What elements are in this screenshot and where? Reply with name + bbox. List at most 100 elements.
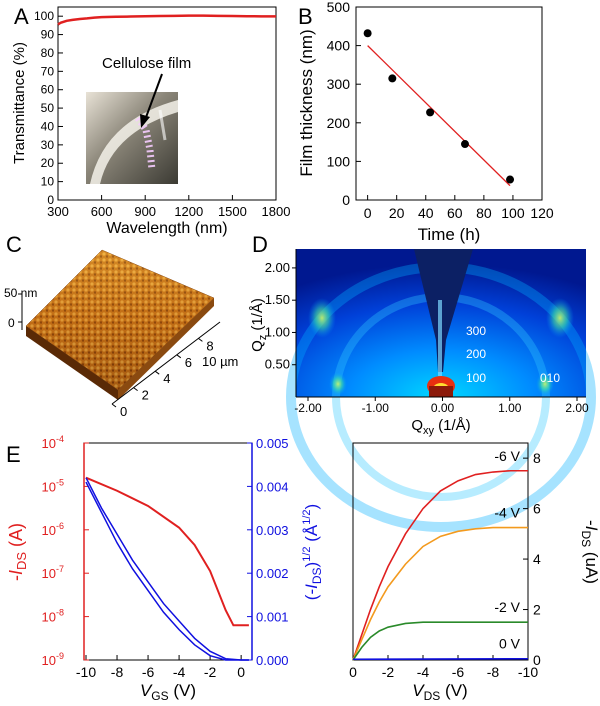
panel-e-right-plot-frame <box>352 442 529 661</box>
panel-e-left-x-tick-label: -6 <box>142 664 155 680</box>
giwaxs-peak-100: 100 <box>466 371 486 385</box>
panel-d-x-tick-label: 1.00 <box>498 401 522 415</box>
afm-x-tick <box>176 354 182 359</box>
panel-e-left-x-tick-label: -8 <box>111 664 124 680</box>
panel-e-left-ylabel-left: -IDS (A) <box>6 523 29 581</box>
panel-d-y-tick-label: 1.50 <box>265 292 290 307</box>
panel-b-x-tick-label: 120 <box>530 205 554 221</box>
panel-e-right-y-tick-label: 0.003 <box>256 523 289 538</box>
panel-b-data-point <box>460 140 469 149</box>
panel-b-fit-line <box>367 45 511 187</box>
afm-x-tick-label: 8 <box>206 338 213 353</box>
panel-a-ylabel: Transmittance (%) <box>11 42 28 164</box>
panel-e-left-y-tick-label: 10-4 <box>42 434 64 451</box>
panel-e-right-x-tick-label: -8 <box>487 664 500 680</box>
panel-e-left-ylabel-right: (-IDS)1/2 (Å1/2) <box>301 504 324 600</box>
afm-x-tick <box>133 387 138 392</box>
panel-b-x-tick-label: 100 <box>501 205 525 221</box>
panel-a-y-tick-label: 70 <box>41 64 55 78</box>
panel-d-giwaxs-map: -2.00 -1.00 0.00 1.00 2.00 2.00 1.50 1.00 0.50 3… <box>249 249 596 532</box>
panel-e-transfer-chart: -10 -8 -6 -4 -2 0 10-4 10-5 10-6 10-7 10-8 10-9 0.00… <box>6 434 324 703</box>
panel-b-x-tick-label: 80 <box>476 205 492 221</box>
panel-d-ticks: -2.00 -1.00 0.00 1.00 2.00 2.00 1.50 1.00 0.50 <box>265 249 589 415</box>
panel-e-right-xlabel: VDS (V) <box>412 681 467 703</box>
panel-a-y-tick-label: 80 <box>41 46 55 60</box>
panel-e-right-y-tick-label: 8 <box>533 450 541 466</box>
afm-surface-side <box>118 298 214 400</box>
panel-e-left-log-current-line <box>85 476 249 627</box>
panel-b-thickness-chart: 0 20 40 60 80 100 120 0 100 200 300 400 500 Time (h)… <box>297 0 554 244</box>
panel-d-x-tick-label: 0.00 <box>431 401 455 415</box>
panel-a-plot-frame <box>57 6 277 201</box>
panel-e-left-x-tick-label: -2 <box>204 664 217 680</box>
panel-e-right-y-tick-label: 0.000 <box>256 653 289 668</box>
panel-b-y-tick-label: 500 <box>327 0 351 15</box>
panel-e-left-series <box>85 476 249 661</box>
afm-x-tick-label: 2 <box>142 388 149 403</box>
panel-a-series <box>57 14 276 26</box>
giwaxs-spot-low-left <box>329 372 347 396</box>
panel-a-transmittance-line <box>57 14 276 26</box>
panel-a-y-tick-label: 50 <box>41 101 55 115</box>
panel-e-right-x-tick-label: -2 <box>382 664 395 680</box>
afm-z-label-50: 50 nm <box>4 286 37 300</box>
panel-label-c: C <box>6 232 22 257</box>
panel-e-right-x-tick-label: -4 <box>417 664 430 680</box>
panel-e-left-ticks: -10 -8 -6 -4 -2 0 10-4 10-5 10-6 10-7 10-8 10-9 0.00… <box>42 434 289 680</box>
annotation-arrowhead <box>140 114 150 128</box>
panel-a-y-tick-label: 90 <box>41 28 55 42</box>
panel-b-ticks: 0 20 40 60 80 100 120 0 100 200 300 400 500 <box>327 0 554 221</box>
panel-label-b: B <box>298 4 313 29</box>
panel-e-right-series: -6 V -4 V -2 V 0 V <box>352 448 529 661</box>
panel-b-y-tick-label: 400 <box>327 38 351 54</box>
panel-a-xlabel: Wavelength (nm) <box>106 220 227 237</box>
panel-e-left-x-tick-label: -4 <box>173 664 186 680</box>
afm-surface-front <box>26 326 118 400</box>
panel-e-right-output-line <box>352 469 528 661</box>
afm-z-label-0: 0 <box>8 316 15 330</box>
panel-label-d: D <box>252 232 268 257</box>
panel-e-left-y-tick-label: 10-8 <box>42 608 64 625</box>
panel-a-x-tick-label: 1200 <box>174 204 203 219</box>
panel-d-y-tick-label: 2.00 <box>265 260 290 275</box>
panel-d-x-tick-label: 2.00 <box>565 401 589 415</box>
panel-b-y-tick-label: 100 <box>327 153 351 169</box>
afm-x-tick-label: 0 <box>120 404 127 419</box>
panel-e-right-x-tick-label: 0 <box>349 664 357 680</box>
panel-e-left-plot-frame <box>83 442 253 661</box>
panel-a-y-tick-label: 100 <box>34 9 54 23</box>
panel-d-y-tick-label: 0.50 <box>265 357 290 372</box>
panel-d-x-tick-label: -1.00 <box>362 401 390 415</box>
panel-b-x-tick-label: 60 <box>447 205 463 221</box>
afm-x-tick-label: 6 <box>185 355 192 370</box>
panel-e-left-x-tick-label: 0 <box>237 664 245 680</box>
panel-a-transmittance-chart: 300 600 900 1200 1500 1800 0 10 20 30 40 50 60 70 80 90… <box>11 6 290 237</box>
panel-a-y-tick-label: 10 <box>41 175 55 189</box>
panel-label-a: A <box>14 4 29 29</box>
panel-e-right-y-tick-label: 0.002 <box>256 566 289 581</box>
panel-e-right-x-tick-label: -10 <box>518 664 538 680</box>
afm-x-tick <box>111 403 117 408</box>
panel-e-right-output-line <box>352 621 528 661</box>
panel-e-right-y-tick-label: 0.004 <box>256 479 289 494</box>
giwaxs-spot-left <box>308 298 336 338</box>
panel-e-right-y-tick-label: 0.001 <box>256 610 289 625</box>
panel-d-ylabel: Qz (1/Å) <box>249 298 269 352</box>
giwaxs-streak <box>438 300 442 376</box>
panel-e-right-output-line <box>352 657 529 661</box>
panel-a-y-tick-label: 40 <box>41 119 55 133</box>
giwaxs-peak-010: 010 <box>540 371 560 385</box>
panel-e-right-y-tick-label: 2 <box>533 602 541 618</box>
panel-e-right-y-tick-label: 6 <box>533 501 541 517</box>
panel-a-y-tick-label: 20 <box>41 156 55 170</box>
giwaxs-peak-200: 200 <box>466 347 486 361</box>
afm-x-axis <box>111 321 221 405</box>
annotation-arrow <box>144 73 163 121</box>
panel-e-right-y-tick-label: 0.005 <box>256 436 289 451</box>
panel-b-y-tick-label: 300 <box>327 76 351 92</box>
panel-b-y-tick-label: 0 <box>342 192 350 208</box>
